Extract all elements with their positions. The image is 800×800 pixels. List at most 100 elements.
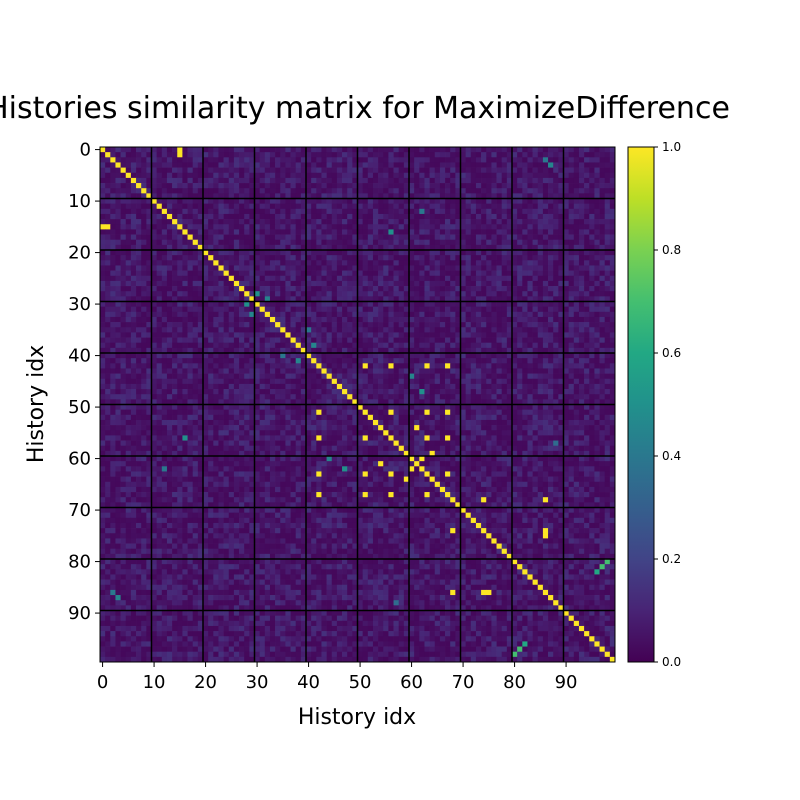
heatmap-cell <box>568 301 575 307</box>
heatmap-cell <box>434 239 441 246</box>
heatmap-cell <box>378 394 384 400</box>
heatmap-cell <box>542 198 549 204</box>
heatmap-cell <box>496 316 503 323</box>
heatmap-cell <box>120 363 127 369</box>
heatmap-cell <box>512 177 518 184</box>
heatmap-cell <box>362 332 369 338</box>
heatmap-cell <box>558 327 564 333</box>
heatmap-cell <box>182 193 188 199</box>
heatmap-cell <box>239 147 245 153</box>
heatmap-cell <box>321 394 327 400</box>
heatmap-cell <box>527 229 533 235</box>
heatmap-cell <box>203 152 209 158</box>
heatmap-cell <box>223 332 230 338</box>
heatmap-cell <box>336 301 343 307</box>
heatmap-cell <box>285 353 291 359</box>
heatmap-cell <box>429 250 436 256</box>
heatmap-cell <box>290 250 297 256</box>
heatmap-cell <box>367 193 374 199</box>
heatmap-cell <box>120 306 127 313</box>
heatmap-cell <box>306 280 312 287</box>
heatmap-cell <box>553 167 559 174</box>
heatmap-cell <box>378 234 384 241</box>
heatmap-cell <box>532 239 539 246</box>
heatmap-cell <box>445 347 451 354</box>
heatmap-cell <box>244 327 250 333</box>
heatmap-cell <box>336 373 343 380</box>
heatmap-cell <box>367 198 374 204</box>
heatmap-cell <box>218 193 224 199</box>
heatmap-cell <box>512 322 518 328</box>
heatmap-cell <box>501 342 508 349</box>
heatmap-cell <box>280 250 286 256</box>
heatmap-cell <box>388 368 394 374</box>
heatmap-cell <box>393 399 400 405</box>
heatmap-cell <box>336 286 343 292</box>
heatmap-cell <box>290 291 297 297</box>
heatmap-cell <box>599 378 606 385</box>
heatmap-cell <box>367 368 374 374</box>
heatmap-cell <box>383 311 389 318</box>
heatmap-cell <box>424 224 430 230</box>
heatmap-cell <box>589 347 595 354</box>
heatmap-cell <box>300 394 307 400</box>
heatmap-cell <box>609 147 616 153</box>
heatmap-cell <box>156 229 163 235</box>
heatmap-cell <box>136 291 142 297</box>
heatmap-cell <box>465 280 472 287</box>
heatmap-cell <box>192 260 199 266</box>
heatmap-cell <box>599 270 606 277</box>
heatmap-cell <box>398 157 405 163</box>
heatmap-cell <box>342 250 348 256</box>
heatmap-cell <box>192 337 199 344</box>
heatmap-cell <box>300 234 307 241</box>
heatmap-cell <box>460 363 466 369</box>
heatmap-cell <box>460 327 466 333</box>
heatmap-cell <box>573 224 580 230</box>
heatmap-cell <box>445 147 451 153</box>
heatmap-cell <box>110 213 116 220</box>
heatmap-cell <box>187 244 194 251</box>
heatmap-cell <box>409 270 415 277</box>
heatmap-cell <box>213 327 219 333</box>
heatmap-cell <box>589 265 595 271</box>
heatmap-cell <box>609 378 616 385</box>
heatmap-cell <box>321 347 327 354</box>
heatmap-cell <box>213 347 219 354</box>
heatmap-cell <box>192 255 199 261</box>
heatmap-cell <box>331 389 338 395</box>
heatmap-cell <box>465 250 472 256</box>
heatmap-cell <box>501 229 508 235</box>
heatmap-cell <box>249 280 255 287</box>
heatmap-cell <box>295 353 302 359</box>
heatmap-cell <box>105 152 111 158</box>
heatmap-cell <box>120 394 127 400</box>
heatmap-cell <box>228 157 235 163</box>
heatmap-cell <box>568 358 575 364</box>
heatmap-cell <box>409 167 415 174</box>
heatmap-cell <box>285 177 291 184</box>
heatmap-cell <box>501 244 508 251</box>
heatmap-cell <box>548 213 554 220</box>
heatmap-cell <box>166 229 173 235</box>
heatmap-cell <box>161 394 168 400</box>
heatmap-cell <box>316 172 322 179</box>
heatmap-cell <box>115 239 121 246</box>
heatmap-cell <box>568 265 575 271</box>
heatmap-cell <box>517 193 523 199</box>
heatmap-cell <box>378 224 384 230</box>
heatmap-cell <box>125 363 132 369</box>
heatmap-cell <box>285 188 291 194</box>
heatmap-cell <box>290 183 297 189</box>
heatmap-cell <box>388 172 394 179</box>
heatmap-cell <box>604 337 611 344</box>
heatmap-cell <box>218 203 224 210</box>
heatmap-cell <box>290 389 297 395</box>
heatmap-cell <box>419 229 425 235</box>
heatmap-cell <box>578 162 585 168</box>
heatmap-cell <box>475 270 482 277</box>
heatmap-cell <box>331 162 338 168</box>
heatmap-cell <box>336 224 343 230</box>
heatmap-cell <box>161 363 168 369</box>
heatmap-cell <box>156 250 163 256</box>
